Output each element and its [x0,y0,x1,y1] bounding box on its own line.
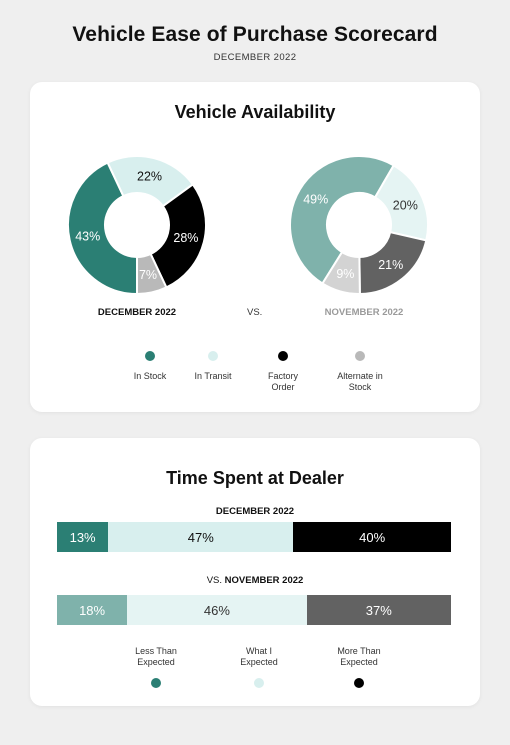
bar-segment-what-i-expected: 46% [127,595,307,625]
time-spent-card: Time Spent at Dealer DECEMBER 2022 13% 47… [30,438,480,706]
factory-order-dot-icon [278,351,288,361]
legend-label: In Stock [133,371,167,381]
legend-label: Alternate in Stock [337,371,383,392]
donut-slice-alternate-in-stock [136,252,168,295]
donut-slice-label: 22% [137,170,162,184]
legend-label: In Transit [194,371,232,381]
donut-slice-label: 43% [75,230,100,244]
page-title: Vehicle Ease of Purchase Scorecard [72,23,438,46]
legend-in-stock: In Stock [110,351,190,382]
legend-label: What I Expected [240,646,278,667]
december-stacked-bar: 13% 47% 40% [57,522,451,552]
donut-slice-label: 28% [173,231,198,245]
legend-what-i-expected: What I Expected [219,646,299,688]
donut-slice-label: 21% [378,258,403,272]
vehicle-availability-card: Vehicle Availability 43% 22% 28% 7% 49% 20% 2… [30,82,480,412]
vs-prefix: VS. [206,575,222,586]
bar-segment-more-than-expected: 37% [306,595,451,625]
time-spent-title: Time Spent at Dealer [166,468,344,488]
donut-slice-label: 20% [393,198,418,212]
bar-segment-label: 13% [69,529,96,545]
december-donut-chart: 43% 22% 28% 7% [67,155,207,295]
legend-label: More Than Expected [337,646,381,667]
vs-label: VS. [247,307,263,318]
december-label-text: DECEMBER 2022 [215,506,295,517]
bar-segment-more-than-expected: 40% [293,522,451,552]
in-transit-dot-icon [208,351,218,361]
page-subtitle: DECEMBER 2022 [213,52,297,63]
donut-slice-in-stock [289,155,396,285]
legend-factory-order: Factory Order [243,351,323,393]
bar-segment-what-i-expected: 47% [108,522,294,552]
alternate-in-stock-dot-icon [355,351,365,361]
donut-slice-factory-order [149,183,207,289]
november-donut-chart: 49% 20% 21% 9% [289,155,429,295]
legend-less-than-expected: Less Than Expected [116,646,196,688]
bar-segment-less-than-expected: 18% [57,595,128,625]
december-bar-label: DECEMBER 2022 [30,506,480,517]
legend-alternate-in-stock: Alternate in Stock [320,351,400,393]
bar-segment-label: 18% [79,602,106,618]
donut-slice-label: 49% [303,192,328,206]
november-period-label: NOVEMBER 2022 [324,307,404,318]
november-stacked-bar: 18% 46% 37% [57,595,451,625]
bar-segment-less-than-expected: 13% [57,522,109,552]
in-stock-dot-icon [145,351,155,361]
donut-slice-alternate-in-stock [321,250,361,295]
donut-slice-label: 9% [336,267,354,281]
bar-segment-label: 40% [359,529,386,545]
december-period-label: DECEMBER 2022 [97,307,177,318]
donut-slice-in-stock [67,161,138,295]
november-label-text: NOVEMBER 2022 [224,575,304,586]
less-than-expected-dot-icon [151,678,161,688]
more-than-expected-dot-icon [354,678,364,688]
legend-in-transit: In Transit [173,351,253,382]
vehicle-availability-title: Vehicle Availability [174,102,336,122]
bar-segment-label: 37% [365,602,392,618]
november-bar-label: VS. NOVEMBER 2022 [30,575,480,586]
legend-label: Factory Order [267,371,298,392]
what-i-expected-dot-icon [254,678,264,688]
legend-more-than-expected: More Than Expected [319,646,399,688]
legend-label: Less Than Expected [135,646,177,667]
bar-segment-label: 47% [187,529,214,545]
bar-segment-label: 46% [203,602,230,618]
donut-slice-label: 7% [139,268,157,282]
